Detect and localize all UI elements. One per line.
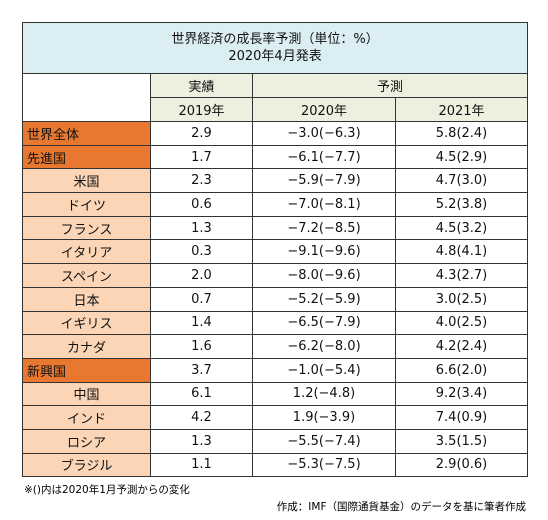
value-cell: 4.8(4.1) (394, 239, 529, 265)
value-cell: 7.4(0.9) (394, 405, 529, 430)
table-row: インド 4.2 1.9(−3.9) 7.4(0.9) (22, 405, 529, 430)
table-row: ドイツ 0.6 −7.0(−8.1) 5.2(3.8) (22, 192, 529, 217)
value-cell: 1.6 (150, 334, 253, 359)
row-label: 世界全体 (22, 121, 151, 146)
value-cell: 1.3 (150, 215, 253, 241)
table-row: イギリス 1.4 −6.5(−7.9) 4.0(2.5) (22, 310, 529, 336)
table-row: 日本 0.7 −5.2(−5.9) 3.0(2.5) (22, 286, 529, 312)
value-cell: 4.3(2.7) (394, 263, 529, 288)
value-cell: 0.6 (150, 192, 253, 217)
row-label: 米国 (22, 168, 151, 194)
value-cell: 1.4 (150, 310, 253, 336)
value-cell: 1.9(−3.9) (252, 405, 396, 430)
group-header: 予測 (251, 73, 529, 98)
group-header: 実績 (150, 73, 253, 98)
growth-table: 世界経済の成長率予測（単位：%） 2020年4月発表 実績 予測 2019年 2020… (21, 22, 529, 478)
credit: 作成：IMF（国際通貨基金）のデータを基に筆者作成 (276, 501, 526, 513)
value-cell: 4.2(2.4) (394, 334, 529, 359)
value-cell: 4.2 (150, 405, 253, 430)
value-cell: 2.0 (150, 263, 253, 288)
value-cell: 6.6(2.0) (394, 357, 529, 383)
value-cell: −8.0(−9.6) (252, 263, 396, 288)
value-cell: −7.0(−8.1) (252, 192, 396, 217)
value-cell: 3.7 (150, 357, 253, 383)
value-cell: −5.9(−7.9) (252, 168, 396, 194)
value-cell: 5.8(2.4) (394, 121, 529, 146)
value-cell: 0.7 (150, 286, 253, 312)
value-cell: 3.0(2.5) (394, 286, 529, 312)
title-line: 世界経済の成長率予測（単位：%） (171, 32, 379, 47)
table-row: 先進国 1.7 −6.1(−7.7) 4.5(2.9) (22, 144, 529, 170)
table-row: 世界全体 2.9 −3.0(−6.3) 5.8(2.4) (22, 121, 529, 146)
row-label: ドイツ (22, 192, 151, 217)
value-cell: −6.5(−7.9) (252, 310, 396, 336)
table-row: 新興国 3.7 −1.0(−5.4) 6.6(2.0) (22, 357, 529, 383)
value-cell: 1.1 (150, 452, 253, 478)
value-cell: −5.5(−7.4) (252, 428, 396, 454)
value-cell: 4.7(3.0) (394, 168, 529, 194)
table-row: ロシア 1.3 −5.5(−7.4) 3.5(1.5) (22, 428, 529, 454)
footnote: ※()内は2020年1月予測からの変化 (24, 484, 190, 496)
value-cell: 4.5(3.2) (394, 215, 529, 241)
row-label: カナダ (22, 334, 151, 359)
row-label: ブラジル (22, 452, 151, 478)
value-cell: 4.0(2.5) (394, 310, 529, 336)
year-header: 2019年 (150, 97, 253, 122)
table-row: フランス 1.3 −7.2(−8.5) 4.5(3.2) (22, 215, 529, 241)
table-row: 中国 6.1 1.2(−4.8) 9.2(3.4) (22, 381, 529, 407)
row-label: スペイン (22, 263, 151, 288)
title-cell: 世界経済の成長率予測（単位：%） 2020年4月発表 (21, 22, 529, 74)
value-cell: 1.7 (150, 144, 253, 170)
value-cell: 2.9(0.6) (394, 452, 529, 478)
value-cell: 9.2(3.4) (394, 381, 529, 407)
table-row: イタリア 0.3 −9.1(−9.6) 4.8(4.1) (22, 239, 529, 265)
year-header: 2020年 (252, 97, 396, 122)
blank-cell (22, 73, 151, 122)
title-line: 2020年4月発表 (228, 49, 322, 64)
value-cell: −3.0(−6.3) (252, 121, 396, 146)
value-cell: −7.2(−8.5) (252, 215, 396, 241)
row-label: 先進国 (22, 144, 151, 170)
row-label: 中国 (22, 381, 151, 407)
value-cell: 1.2(−4.8) (252, 381, 396, 407)
value-cell: 4.5(2.9) (394, 144, 529, 170)
value-cell: 1.3 (150, 428, 253, 454)
value-cell: 2.3 (150, 168, 253, 194)
table-row: 米国 2.3 −5.9(−7.9) 4.7(3.0) (22, 168, 529, 194)
row-label: 新興国 (22, 357, 151, 383)
value-cell: 2.9 (150, 121, 253, 146)
row-label: イタリア (22, 239, 151, 265)
row-label: 日本 (22, 286, 151, 312)
value-cell: 6.1 (150, 381, 253, 407)
table-row: スペイン 2.0 −8.0(−9.6) 4.3(2.7) (22, 263, 529, 288)
value-cell: −1.0(−5.4) (252, 357, 396, 383)
value-cell: −9.1(−9.6) (252, 239, 396, 265)
row-label: フランス (22, 215, 151, 241)
value-cell: −5.3(−7.5) (252, 452, 396, 478)
value-cell: −6.2(−8.0) (252, 334, 396, 359)
table-row: カナダ 1.6 −6.2(−8.0) 4.2(2.4) (22, 334, 529, 359)
value-cell: 0.3 (150, 239, 253, 265)
value-cell: 3.5(1.5) (394, 428, 529, 454)
row-label: イギリス (22, 310, 151, 336)
year-header: 2021年 (394, 97, 529, 122)
value-cell: 5.2(3.8) (394, 192, 529, 217)
value-cell: −6.1(−7.7) (252, 144, 396, 170)
table-row: ブラジル 1.1 −5.3(−7.5) 2.9(0.6) (22, 452, 529, 478)
value-cell: −5.2(−5.9) (252, 286, 396, 312)
row-label: インド (22, 405, 151, 430)
row-label: ロシア (22, 428, 151, 454)
